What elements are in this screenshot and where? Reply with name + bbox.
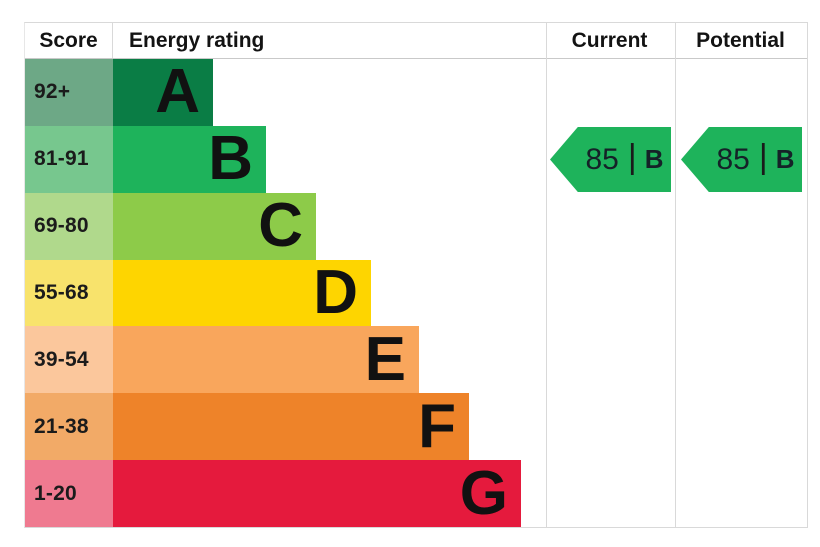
band-letter: E — [364, 324, 406, 394]
band-letter: C — [258, 191, 303, 261]
band-letter: A — [155, 57, 200, 127]
score-range-cell: 39-54 — [25, 326, 113, 394]
band-row: 39-54 E — [25, 324, 546, 394]
rating-bands: 92+ A 81-91 B 69-80 C 55-68 D 39-54 — [25, 59, 546, 528]
score-range-cell: 55-68 — [25, 259, 113, 327]
separator-pipe: | — [627, 138, 637, 176]
column-header-score: Score — [25, 23, 113, 58]
score-range-label: 69-80 — [34, 214, 89, 238]
score-range-label: 81-91 — [34, 147, 89, 171]
band-bar: D — [113, 258, 371, 327]
score-range-label: 55-68 — [34, 281, 89, 304]
score-range-cell: 81-91 — [25, 125, 113, 193]
score-range-label: 92+ — [34, 80, 71, 104]
score-range-label: 1-20 — [34, 481, 77, 505]
band-bar: A — [113, 59, 213, 126]
score-range-label: 39-54 — [34, 347, 89, 371]
band-bar: G — [113, 458, 521, 528]
score-range-cell: 1-20 — [25, 460, 113, 528]
band-row: 81-91 B — [25, 124, 546, 194]
band-bar: B — [113, 124, 266, 194]
band-row: 21-38 F — [25, 391, 546, 461]
potential-column-divider — [675, 23, 676, 527]
band-row: 69-80 C — [25, 191, 546, 261]
band-bar: C — [113, 191, 316, 261]
score-range-cell: 21-38 — [25, 393, 113, 461]
current-column-divider — [546, 23, 547, 527]
potential-score-value: 85 — [716, 142, 750, 176]
column-header-current: Current — [571, 28, 648, 52]
score-range-label: 21-38 — [34, 414, 89, 438]
separator-pipe: | — [758, 138, 768, 176]
epc-table: Score Energy rating Current Potential 92… — [24, 22, 808, 528]
band-row: 1-20 G — [25, 458, 546, 528]
band-letter: B — [208, 124, 253, 194]
band-bar: F — [113, 391, 469, 461]
score-range-cell: 92+ — [25, 59, 113, 126]
score-range-cell: 69-80 — [25, 192, 113, 260]
column-header-potential: Potential — [696, 28, 785, 52]
band-bar: E — [113, 324, 419, 394]
band-row: 92+ A — [25, 59, 546, 126]
potential-rating-arrow: 85 | B — [681, 127, 802, 192]
current-rating-arrow: 85 | B — [550, 127, 671, 192]
table-header-row: Score Energy rating Current Potential — [25, 23, 807, 59]
band-letter: F — [418, 391, 456, 461]
column-header-energy-rating: Energy rating — [129, 28, 265, 52]
potential-band-letter: B — [775, 144, 795, 174]
current-band-letter: B — [644, 144, 664, 174]
band-letter: D — [313, 258, 358, 327]
current-score-value: 85 — [585, 142, 619, 176]
band-letter: G — [459, 458, 508, 528]
band-row: 55-68 D — [25, 258, 546, 327]
